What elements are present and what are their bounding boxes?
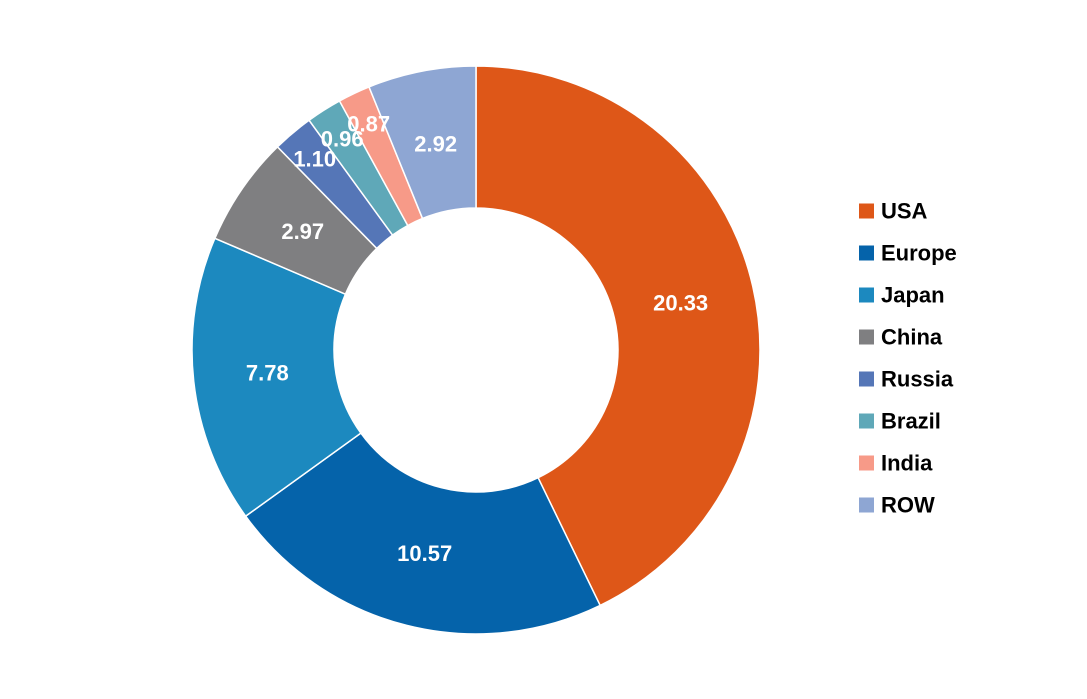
data-label-russia: 1.10 (293, 146, 336, 171)
data-label-india: 0.87 (347, 112, 390, 137)
data-label-brazil: 0.96 (321, 126, 364, 151)
legend-label-india: India (881, 451, 933, 476)
legend-label-europe: Europe (881, 241, 957, 266)
legend-swatch-japan (859, 287, 874, 303)
legend-swatch-brazil (859, 413, 874, 429)
slice-row (368, 65, 477, 220)
data-label-japan: 7.78 (246, 361, 289, 386)
slice-europe (244, 432, 602, 635)
legend-label-japan: Japan (881, 283, 945, 308)
legend: USA Europe Japan China Russia Brazil India ROW (859, 199, 957, 518)
slice-japan (191, 237, 362, 518)
data-label-usa: 20.33 (653, 290, 708, 315)
data-label-china: 2.97 (281, 219, 324, 244)
legend-label-russia: Russia (881, 367, 954, 392)
legend-swatch-china (859, 329, 874, 345)
legend-label-row: ROW (881, 493, 935, 518)
legend-swatch-usa (859, 203, 874, 219)
data-label-europe: 10.57 (397, 541, 452, 566)
legend-label-usa: USA (881, 199, 928, 224)
legend-swatch-row (859, 497, 874, 513)
slice-usa (475, 65, 761, 607)
legend-swatch-europe (859, 245, 874, 261)
data-labels: 20.33 10.57 7.78 2.97 1.100.960.87 2.92 (246, 112, 708, 566)
legend-swatch-india (859, 455, 874, 471)
donut-slices (191, 65, 761, 635)
legend-label-china: China (881, 325, 943, 350)
data-label-row: 2.92 (414, 131, 457, 156)
legend-swatch-russia (859, 371, 874, 387)
legend-label-brazil: Brazil (881, 409, 941, 434)
